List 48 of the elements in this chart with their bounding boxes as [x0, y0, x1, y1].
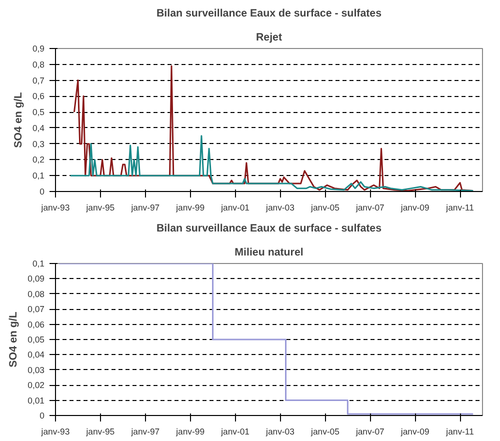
line-series — [70, 135, 474, 192]
y-tick-label: 0,5 — [32, 107, 45, 118]
y-tick-label: 0,02 — [28, 380, 45, 390]
y-tick-label: 0,9 — [32, 44, 45, 54]
y-tick-label: 0,1 — [32, 258, 45, 268]
x-tick-label: janv-95 — [85, 202, 115, 212]
x-tick-label: janv-97 — [130, 426, 160, 436]
y-tick-label: 0,08 — [28, 288, 45, 299]
y-tick-label: 0,8 — [32, 59, 45, 70]
chart-title: Bilan surveillance Eaux de surface - sulfates — [156, 222, 382, 234]
x-tick-label: janv-05 — [310, 202, 340, 212]
chart-subtitle: Rejet — [256, 32, 282, 44]
y-axis-title: SO4 en g/L — [12, 92, 24, 148]
x-tick-label: janv-07 — [354, 202, 385, 212]
x-tick-label: janv-93 — [40, 202, 70, 212]
x-tick-label: janv-95 — [85, 426, 115, 436]
chart-title: Bilan surveillance Eaux de surface - sulfates — [156, 8, 382, 20]
y-tick-label: 0,03 — [28, 364, 45, 375]
x-tick-label: janv-01 — [220, 202, 250, 212]
y-tick-label: 0,05 — [28, 334, 45, 344]
x-tick-label: janv-05 — [310, 426, 340, 436]
y-tick-label: 0,1 — [32, 170, 45, 181]
y-tick-label: 0,6 — [32, 91, 45, 102]
x-tick-label: janv-11 — [445, 202, 474, 212]
y-tick-label: 0,06 — [28, 319, 45, 330]
y-axis-title: SO4 en g/L — [8, 311, 20, 368]
y-tick-label: 0,2 — [32, 154, 45, 165]
y-tick-label: 0 — [40, 186, 45, 196]
y-tick-label: 0,4 — [32, 122, 45, 133]
x-tick-label: janv-03 — [265, 426, 295, 436]
x-tick-label: janv-09 — [400, 426, 430, 436]
y-tick-label: 0,09 — [28, 274, 45, 284]
x-tick-label: janv-97 — [130, 202, 160, 212]
x-tick-label: janv-03 — [265, 202, 295, 212]
y-tick-label: 0,04 — [28, 350, 45, 360]
y-tick-label: 0,7 — [32, 75, 45, 86]
chart-subtitle: Milieu naturel — [234, 246, 304, 258]
x-tick-label: janv-09 — [400, 202, 430, 212]
x-tick-label: janv-11 — [445, 426, 474, 436]
y-tick-label: 0 — [40, 410, 45, 420]
x-tick-label: janv-93 — [40, 426, 70, 436]
y-tick-label: 0,01 — [28, 395, 45, 406]
x-tick-label: janv-07 — [354, 426, 385, 436]
y-tick-label: 0,3 — [32, 138, 45, 149]
y-tick-label: 0,07 — [28, 304, 45, 314]
x-tick-label: janv-99 — [175, 426, 205, 436]
x-tick-label: janv-01 — [220, 426, 250, 436]
x-tick-label: janv-99 — [175, 202, 205, 212]
